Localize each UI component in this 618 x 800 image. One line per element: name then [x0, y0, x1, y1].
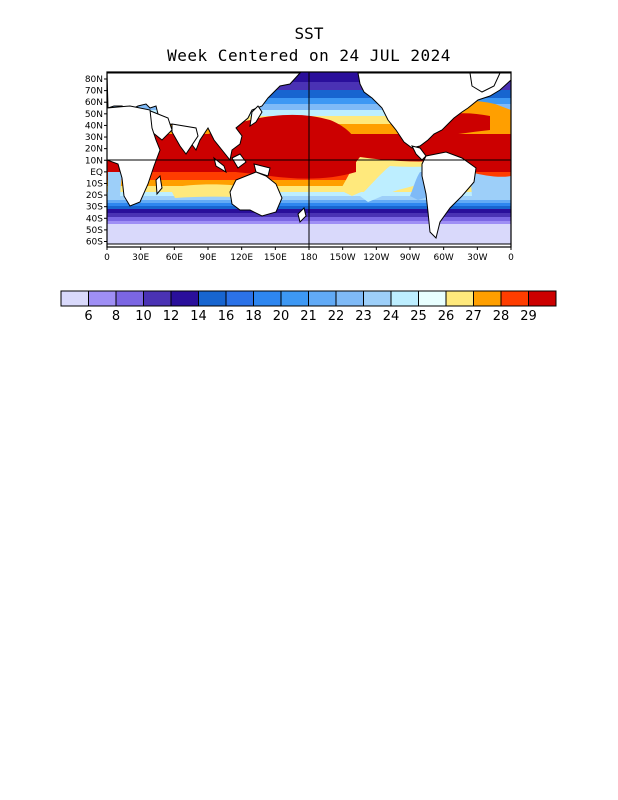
colorbar-label: 27 — [465, 309, 482, 324]
landmass-new-guinea — [253, 163, 271, 177]
lon-tick-label: 30E — [132, 253, 149, 263]
colorbar-swatch — [335, 290, 364, 307]
colorbar-label: 22 — [328, 309, 345, 324]
colorbar-label: 16 — [218, 309, 235, 324]
colorbar-label: 24 — [383, 309, 400, 324]
colorbar-swatch — [473, 290, 502, 307]
lon-tick-label: 90W — [400, 253, 420, 263]
lon-tick-label: 150W — [330, 253, 356, 263]
chart-subtitle: Week Centered on 24 JUL 2024 — [167, 46, 451, 65]
colorbar-swatch — [308, 290, 337, 307]
colorbar-label: 10 — [135, 309, 152, 324]
landmass-sumatra — [213, 156, 227, 174]
landmass-new-zealand — [297, 207, 307, 223]
colorbar-swatch — [280, 290, 309, 307]
colorbar-swatch — [363, 290, 392, 307]
lon-tick-label: 150E — [264, 253, 287, 263]
colorbar-swatch — [198, 290, 227, 307]
lon-tick-label: 60W — [433, 253, 453, 263]
lat-tick-label: 80N — [85, 75, 103, 85]
colorbar-swatch — [528, 290, 557, 307]
colorbar-label: 20 — [273, 309, 290, 324]
lat-tick-label: 60N — [85, 98, 103, 108]
colorbar-swatch — [418, 290, 447, 307]
colorbar-label: 12 — [163, 309, 180, 324]
colorbar-label: 18 — [245, 309, 262, 324]
lat-tick-label: 60S — [86, 238, 103, 248]
colorbar-label: 23 — [355, 309, 372, 324]
lon-tick-label: 120E — [230, 253, 253, 263]
lon-tick-label: 0 — [104, 253, 110, 263]
landmass-south-america — [421, 151, 477, 239]
colorbar-swatch — [143, 290, 172, 307]
lat-tick-label: 70N — [85, 87, 103, 97]
lat-tick-label: 20N — [85, 145, 103, 155]
sst-map — [107, 72, 511, 247]
lat-tick-label: 40N — [85, 121, 103, 131]
lat-tick-label: 40S — [86, 214, 103, 224]
chart-title: SST — [294, 24, 324, 43]
landmass-greenland — [469, 72, 501, 93]
colorbar-label: 28 — [493, 309, 510, 324]
colorbar-label: 21 — [300, 309, 317, 324]
colorbar-label: 8 — [112, 309, 120, 324]
colorbar-swatch — [253, 290, 282, 307]
colorbar-label: 26 — [438, 309, 455, 324]
landmass-india — [171, 123, 199, 155]
lon-tick-label: 120W — [363, 253, 389, 263]
landmass-australia — [229, 171, 283, 217]
colorbar: 6 8 10 12 14 16 18 20 21 22 23 24 25 26 27 28 29 — [60, 290, 557, 324]
colorbar-label: 29 — [520, 309, 537, 324]
colorbar-swatch — [88, 290, 117, 307]
colorbar-swatch — [170, 290, 199, 307]
colorbar-label: 25 — [410, 309, 427, 324]
lat-tick-label: 50S — [86, 226, 103, 236]
lat-tick-label: 10N — [85, 156, 103, 166]
longitude-axis: 0 30E 60E 90E 120E 150E 180 150W 120W 90W 60W 30W 0 — [104, 247, 514, 263]
colorbar-swatch — [390, 290, 419, 307]
lat-tick-label: 10S — [86, 179, 103, 189]
colorbar-swatch — [115, 290, 144, 307]
lon-tick-label: 180 — [300, 253, 317, 263]
colorbar-label: 6 — [84, 309, 92, 324]
colorbar-swatch — [60, 290, 89, 307]
land-masses — [107, 72, 511, 247]
lat-tick-label: 20S — [86, 191, 103, 201]
lon-tick-label: 30W — [467, 253, 487, 263]
colorbar-swatch — [225, 290, 254, 307]
lat-tick-label: 50N — [85, 110, 103, 120]
lat-tick-label: EQ — [90, 168, 103, 178]
lat-tick-label: 30N — [85, 133, 103, 143]
lon-tick-label: 90E — [199, 253, 216, 263]
lon-tick-label: 0 — [508, 253, 514, 263]
landmass-central-america — [411, 145, 427, 161]
lat-tick-label: 30S — [86, 203, 103, 213]
landmass-madagascar — [155, 174, 163, 196]
landmass-japan — [249, 105, 263, 128]
landmass-borneo — [231, 153, 247, 169]
colorbar-label: 14 — [190, 309, 207, 324]
lon-tick-label: 60E — [166, 253, 183, 263]
landmass-north-america — [357, 72, 511, 149]
colorbar-swatch — [500, 290, 529, 307]
landmass-africa — [107, 105, 161, 207]
colorbar-swatch — [445, 290, 474, 307]
